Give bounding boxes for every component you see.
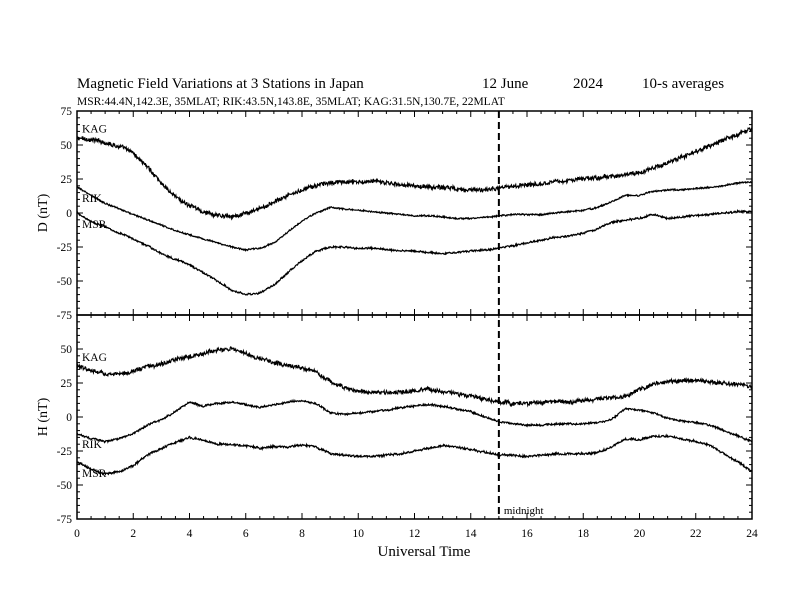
chart-year: 2024 — [573, 76, 604, 92]
h-y-axis: 50 25 0 -25 -50 -75 — [57, 314, 752, 526]
h-y-label: H (nT) — [36, 397, 51, 436]
x-tick-label: 6 — [243, 528, 249, 540]
y-tick-label: 0 — [66, 208, 72, 220]
d-y-label: D (nT) — [36, 193, 51, 232]
chart-title: Magnetic Field Variations at 3 Stations … — [77, 76, 364, 92]
y-tick-label: -50 — [57, 276, 73, 288]
series-line-rik — [76, 398, 753, 444]
d-panel-frame — [76, 110, 753, 316]
y-tick-label: 25 — [61, 378, 73, 390]
x-tick-label: 12 — [409, 528, 421, 540]
series-label-rik: RIK — [82, 439, 103, 451]
series-line-kag — [76, 126, 753, 221]
series-line-msr — [76, 433, 753, 476]
x-axis-label: Universal Time — [378, 544, 471, 560]
x-tick-label: 2 — [130, 528, 136, 540]
y-tick-label: -25 — [57, 446, 73, 458]
series-line-rik — [76, 180, 753, 253]
y-tick-label: -50 — [57, 480, 73, 492]
y-tick-label: 75 — [61, 106, 73, 118]
chart-averaging: 10-s averages — [642, 76, 724, 92]
h-station-labels: KAG RIK MSR — [82, 352, 107, 480]
x-tick-label: 8 — [299, 528, 305, 540]
x-tick-label: 20 — [634, 528, 646, 540]
series-line-kag — [76, 345, 753, 408]
chart-date: 12 June — [482, 76, 529, 92]
stations-line: MSR:44.4N,142.3E, 35MLAT; RIK:43.5N,143.… — [77, 96, 505, 108]
x-tick-label: 0 — [74, 528, 80, 540]
y-tick-label: 50 — [61, 344, 73, 356]
d-station-labels: KAG RIK MSR — [82, 124, 107, 231]
h-series — [76, 345, 753, 476]
series-label-kag: KAG — [82, 352, 107, 364]
y-tick-label: -75 — [57, 310, 73, 322]
series-label-msr: MSR — [82, 219, 107, 231]
series-line-msr — [76, 208, 753, 296]
x-tick-label: 24 — [746, 528, 758, 540]
d-series — [76, 126, 753, 296]
midnight-label: midnight — [504, 505, 544, 517]
y-tick-label: 0 — [66, 412, 72, 424]
y-tick-label: -25 — [57, 242, 73, 254]
x-tick-label: 4 — [187, 528, 193, 540]
h-panel-frame — [76, 314, 753, 520]
y-tick-label: 50 — [61, 140, 73, 152]
x-tick-label: 16 — [521, 528, 533, 540]
chart-header: Magnetic Field Variations at 3 Stations … — [77, 76, 724, 108]
x-tick-label: 18 — [578, 528, 590, 540]
d-panel: 75 50 25 0 -25 -50 -75 KAG RIK MSR D (nT) — [36, 106, 753, 322]
x-tick-label: 22 — [690, 528, 702, 540]
y-tick-label: 25 — [61, 174, 73, 186]
h-x-axis: 0 2 4 6 8 10 12 14 16 18 20 22 24 — [74, 315, 758, 540]
series-label-msr: MSR — [82, 468, 107, 480]
x-tick-label: 14 — [465, 528, 477, 540]
x-tick-label: 10 — [353, 528, 365, 540]
d-y-axis: 75 50 25 0 -25 -50 -75 — [57, 106, 752, 322]
series-label-rik: RIK — [82, 193, 103, 205]
y-tick-label: -75 — [57, 514, 73, 526]
series-label-kag: KAG — [82, 124, 107, 136]
d-x-ticks — [76, 111, 753, 315]
